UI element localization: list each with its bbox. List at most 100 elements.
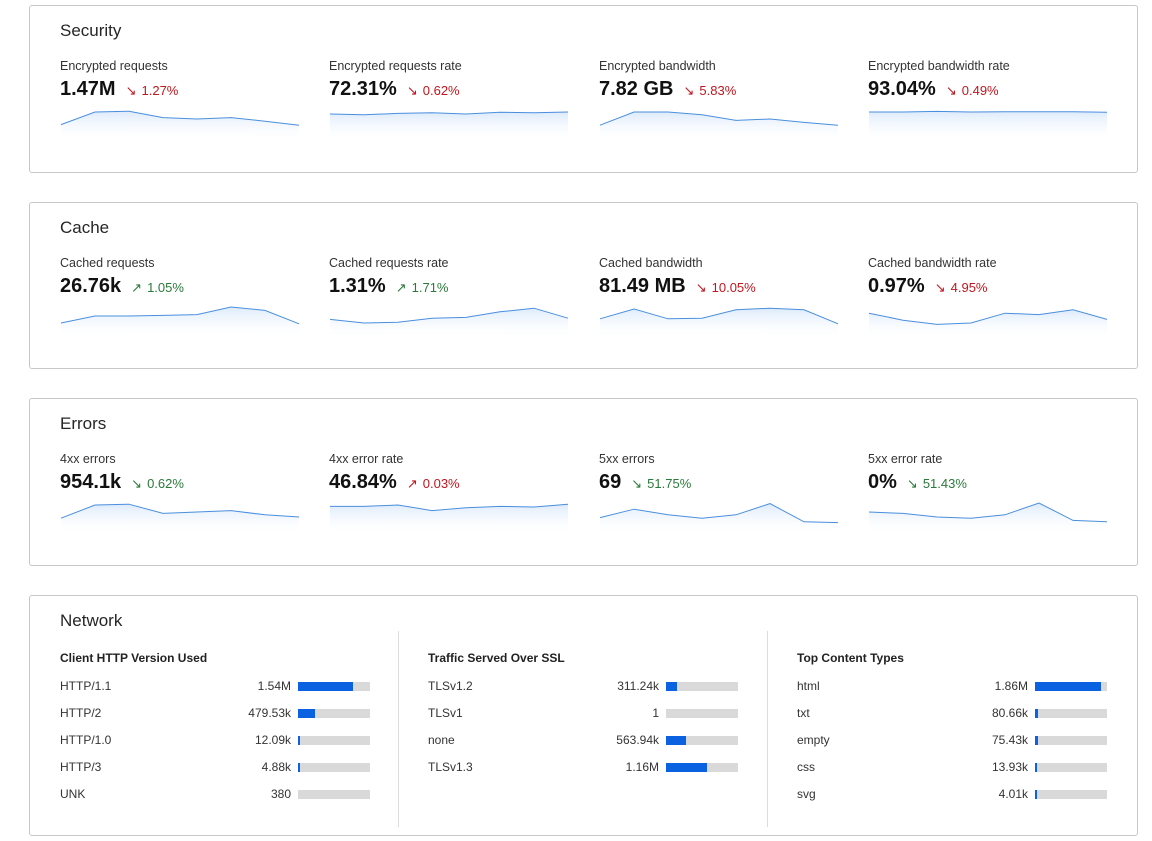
trend-down-icon: ↘ [406, 83, 418, 98]
trend-down-icon: ↘ [945, 83, 957, 98]
trend-up-icon: ↗ [395, 280, 407, 295]
sparkline-line [60, 503, 300, 519]
metric-label: 5xx errors [599, 452, 655, 466]
metric-label: Cached bandwidth rate [868, 256, 997, 270]
sparkline-line [868, 502, 1108, 523]
share-bar [298, 682, 370, 691]
metric-label: 5xx error rate [868, 452, 943, 466]
list-item: HTTP/3 4.88k [60, 759, 370, 775]
metric-label: Encrypted bandwidth [599, 59, 716, 73]
row-value: 4.88k [261, 760, 291, 774]
list-item: txt 80.66k [797, 705, 1107, 721]
row-value: 563.94k [616, 733, 659, 747]
metric-delta: ↘ 51.43% [907, 476, 967, 492]
metric-label: 4xx errors [60, 452, 116, 466]
card-title: Network [60, 611, 123, 630]
trend-up-icon: ↗ [131, 280, 143, 295]
metric-delta: ↘ 51.75% [631, 476, 691, 492]
metric-delta: ↘ 4.95% [935, 280, 988, 296]
row-value: 311.24k [617, 679, 659, 693]
share-bar [298, 709, 370, 718]
metric-delta-value: 1.27% [141, 83, 179, 98]
metric-label: Encrypted bandwidth rate [868, 59, 1010, 73]
row-name: HTTP/1.1 [60, 679, 112, 693]
metric-4xx-errors: 4xx errors 954.1k ↘ 0.62% [60, 452, 300, 534]
sparkline-line [330, 503, 569, 512]
sparkline-line [599, 111, 839, 126]
sparkline-line [869, 110, 1108, 113]
metric-delta-value: 51.43% [922, 476, 967, 491]
list-item: html 1.86M [797, 678, 1107, 694]
list-item: TLSv1.3 1.16M [428, 759, 738, 775]
share-bar-fill [1035, 682, 1101, 691]
sparkline-chart [599, 503, 839, 532]
metric-delta-value: 0.03% [422, 476, 460, 491]
sparkline-chart [60, 503, 300, 532]
row-name: UNK [60, 787, 86, 801]
share-bar [1035, 709, 1107, 718]
share-bar [1035, 736, 1107, 745]
trend-down-icon: ↘ [125, 83, 137, 98]
row-value: 380 [270, 787, 291, 801]
card-title: Security [60, 21, 122, 40]
metric-cached-requests: Cached requests 26.76k ↗ 1.05% [60, 256, 300, 338]
metric-value: 0% [868, 471, 897, 493]
sparkline-area [61, 504, 299, 532]
metric-delta-value: 0.62% [147, 476, 184, 491]
share-bar [1035, 763, 1107, 772]
row-value: 4.01k [998, 787, 1028, 801]
row-value: 75.43k [991, 733, 1028, 747]
security-card: Security Encrypted requests 1.47M ↘ 1.27% En… [29, 5, 1138, 173]
row-name: txt [797, 706, 810, 720]
network-column-top-content-types: Top Content Types html 1.86M txt 80.66k empty… [797, 631, 1127, 827]
sparkline-area [61, 307, 299, 336]
metric-label: Cached requests rate [329, 256, 449, 270]
metric-value: 26.76k [60, 275, 122, 297]
share-bar [666, 763, 738, 772]
metric-value: 1.31% [329, 275, 386, 297]
sparkline-area [330, 112, 568, 139]
row-name: none [428, 733, 455, 747]
network-card: Network Client HTTP Version Used HTTP/1.1… [29, 595, 1138, 836]
row-name: HTTP/1.0 [60, 733, 112, 747]
column-heading: Client HTTP Version Used [60, 651, 208, 665]
share-bar-fill [666, 682, 677, 691]
trend-down-icon: ↘ [131, 476, 143, 491]
row-name: TLSv1 [428, 706, 463, 720]
share-bar-fill [1035, 736, 1038, 745]
metric-encrypted-bandwidth-rate: Encrypted bandwidth rate 93.04% ↘ 0.49% [868, 59, 1108, 141]
metric-5xx-error-rate: 5xx error rate 0% ↘ 51.43% [868, 452, 1108, 534]
list-item: UNK 380 [60, 786, 370, 802]
share-bar [666, 709, 738, 718]
metric-delta-value: 4.95% [950, 280, 988, 295]
sparkline-chart [868, 309, 1108, 336]
metric-delta: ↘ 0.62% [407, 83, 460, 99]
metric-value: 0.97% [868, 275, 925, 297]
metric-delta: ↘ 10.05% [696, 280, 756, 296]
row-value: 1 [652, 706, 659, 720]
trend-down-icon: ↘ [631, 476, 643, 491]
row-value: 1.54M [257, 679, 291, 693]
row-name: css [797, 760, 815, 774]
metric-label: 4xx error rate [329, 452, 404, 466]
metric-value: 69 [599, 471, 622, 493]
metric-delta: ↘ 1.27% [126, 83, 179, 99]
sparkline-area [330, 504, 568, 532]
sparkline-chart [869, 110, 1108, 139]
metric-5xx-errors: 5xx errors 69 ↘ 51.75% [599, 452, 839, 534]
sparkline-area [869, 309, 1107, 336]
trend-down-icon: ↘ [934, 280, 946, 295]
share-bar-fill [1035, 763, 1037, 772]
sparkline-line [329, 111, 569, 116]
sparkline-area [600, 503, 838, 532]
row-name: empty [797, 733, 830, 747]
trend-down-icon: ↘ [683, 83, 695, 98]
share-bar [298, 736, 370, 745]
share-bar [1035, 682, 1107, 691]
metric-delta: ↘ 0.62% [131, 476, 184, 492]
row-name: HTTP/2 [60, 706, 102, 720]
sparkline-area [869, 111, 1107, 139]
sparkline-chart [599, 307, 839, 336]
metric-encrypted-requests: Encrypted requests 1.47M ↘ 1.27% [60, 59, 300, 141]
sparkline-chart [60, 306, 300, 336]
